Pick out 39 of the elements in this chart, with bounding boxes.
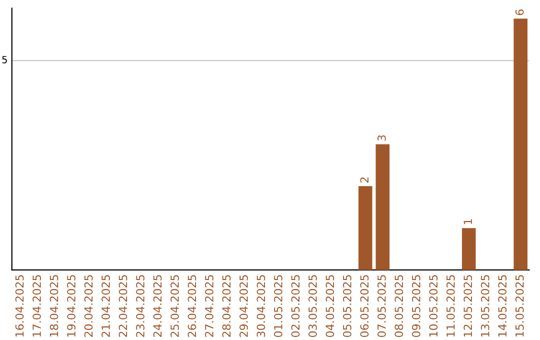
ref-line-label: 5 (2, 56, 7, 64)
x-tick-label: 06.05.2025 (360, 275, 369, 338)
bar (462, 228, 476, 270)
x-tick-label: 09.05.2025 (412, 275, 420, 338)
x-tick-label: 10.05.2025 (429, 275, 438, 337)
x-tick-label: 18.04.2025 (50, 275, 58, 337)
x-tick-label: 20.04.2025 (84, 275, 93, 337)
x-tick-label: 14.05.2025 (498, 275, 507, 337)
x-tick-label: 08.05.2025 (394, 275, 404, 338)
bar (358, 186, 372, 270)
x-tick-label: 04.05.2025 (326, 275, 334, 338)
x-tick-label: 15.05.2025 (515, 275, 524, 337)
x-tick-label: 11.05.2025 (446, 275, 455, 337)
x-tick-label: 19.04.2025 (67, 275, 76, 337)
x-tick-label: 28.04.2025 (222, 275, 231, 337)
x-tick-label: 30.04.2025 (256, 275, 266, 337)
x-tick-label: 17.04.2025 (32, 275, 41, 337)
x-tick-label: 29.04.2025 (239, 275, 248, 337)
x-tick-label: 22.04.2025 (118, 275, 128, 337)
x-tick-label: 26.04.2025 (188, 275, 196, 337)
x-tick-label: 24.04.2025 (153, 275, 162, 337)
x-tick-label: 12.05.2025 (464, 275, 472, 337)
bar (514, 18, 528, 270)
bar (376, 144, 390, 270)
x-tick-label: 27.04.2025 (205, 275, 214, 337)
data-label: 6 (515, 9, 524, 16)
x-tick-label: 02.05.2025 (291, 275, 300, 338)
x-tick-label: 25.04.2025 (170, 275, 179, 337)
x-tick-label: 13.05.2025 (480, 275, 490, 337)
data-label: 3 (377, 135, 386, 141)
x-tick-label: 23.04.2025 (136, 275, 144, 337)
data-label: 1 (464, 219, 472, 224)
x-tick-label: 05.05.2025 (342, 275, 352, 338)
x-tick-label: 03.05.2025 (308, 275, 317, 338)
x-tick-label: 07.05.2025 (377, 275, 386, 338)
x-tick-label: 01.05.2025 (274, 275, 282, 338)
data-label: 2 (360, 177, 368, 183)
x-tick-label: 21.04.2025 (102, 275, 110, 337)
x-tick-label: 16.04.2025 (15, 275, 24, 337)
